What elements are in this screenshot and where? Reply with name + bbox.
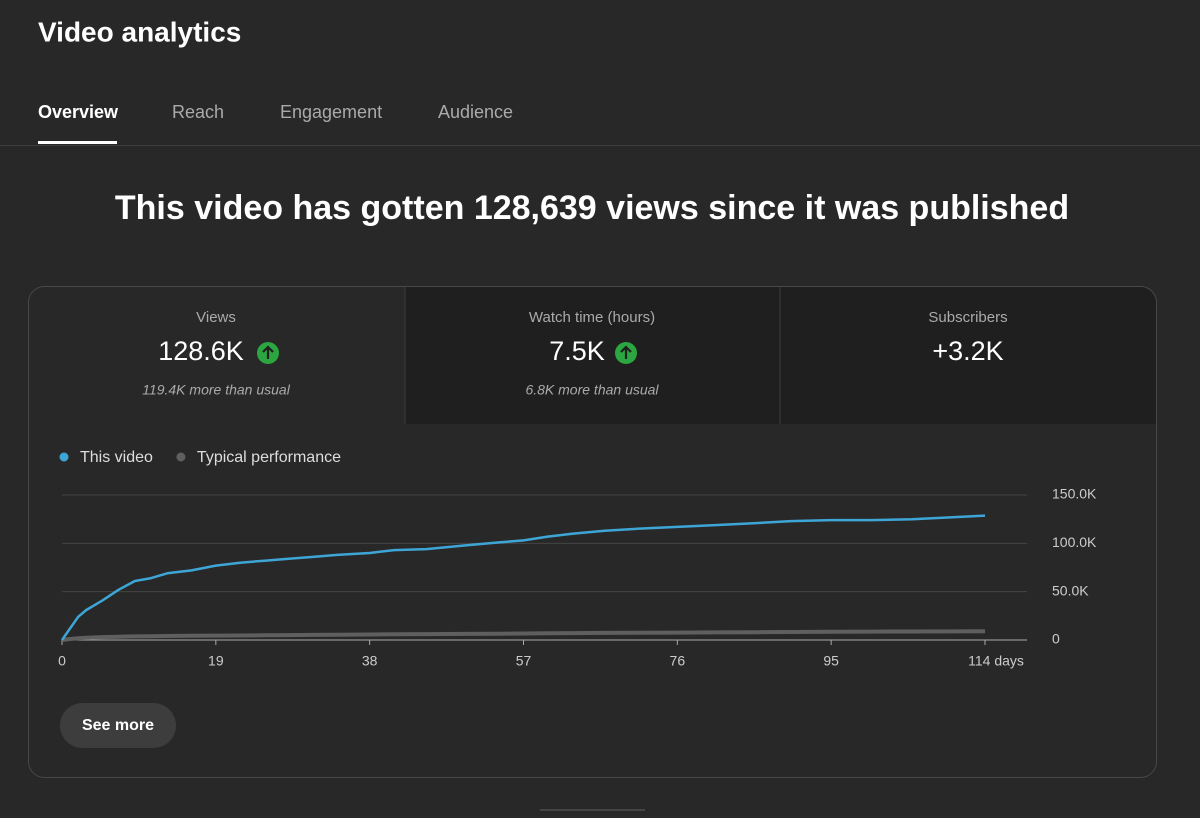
metric-label: Subscribers (928, 309, 1007, 326)
x-tick-label: 95 (823, 653, 839, 669)
series-line (60, 514, 986, 641)
metric-tile[interactable] (780, 287, 1156, 424)
legend-swatch (176, 452, 186, 462)
chart: This video Typical performance 0 50.0K 100.0… (58, 449, 1097, 668)
tab[interactable]: Engagement (280, 102, 382, 122)
tab[interactable]: Overview (38, 102, 119, 122)
metric-note: 6.8K more than usual (525, 382, 659, 398)
metric-value: 7.5K (549, 336, 605, 366)
scroll-indicator (540, 809, 645, 811)
x-tick-label: 114 days (968, 653, 1024, 669)
legend-label: This video (80, 449, 153, 466)
y-tick-label: 0 (1052, 631, 1060, 647)
tab-indicator (38, 141, 117, 144)
y-tick-label: 150.0K (1052, 486, 1097, 502)
y-tick-label: 50.0K (1052, 582, 1089, 598)
x-tick-label: 38 (362, 653, 378, 669)
metric-value: 128.6K (158, 336, 244, 366)
tab[interactable]: Audience (438, 102, 513, 122)
page-title: Video analytics (38, 16, 241, 47)
up-icon (257, 342, 279, 364)
y-tick-label: 100.0K (1052, 534, 1097, 550)
metric-value: +3.2K (932, 336, 1003, 366)
x-tick-label: 76 (670, 653, 686, 669)
x-tick-label: 19 (208, 653, 224, 669)
see-more-button[interactable] (60, 703, 176, 748)
legend-swatch (59, 452, 69, 462)
tab[interactable]: Reach (172, 102, 224, 122)
series-line (61, 629, 986, 642)
headline: This video has gotten 128,639 views sinc… (115, 189, 1069, 227)
metric-tile[interactable] (405, 287, 780, 424)
x-tick-label: 0 (58, 653, 66, 669)
metric-note: 119.4K more than usual (142, 382, 291, 398)
legend-label: Typical performance (197, 449, 341, 466)
see-more-label[interactable]: See more (82, 717, 154, 734)
x-tick-label: 57 (516, 653, 532, 669)
up-icon (615, 342, 637, 364)
metric-label: Views (196, 309, 236, 326)
metric-label: Watch time (hours) (529, 309, 655, 326)
